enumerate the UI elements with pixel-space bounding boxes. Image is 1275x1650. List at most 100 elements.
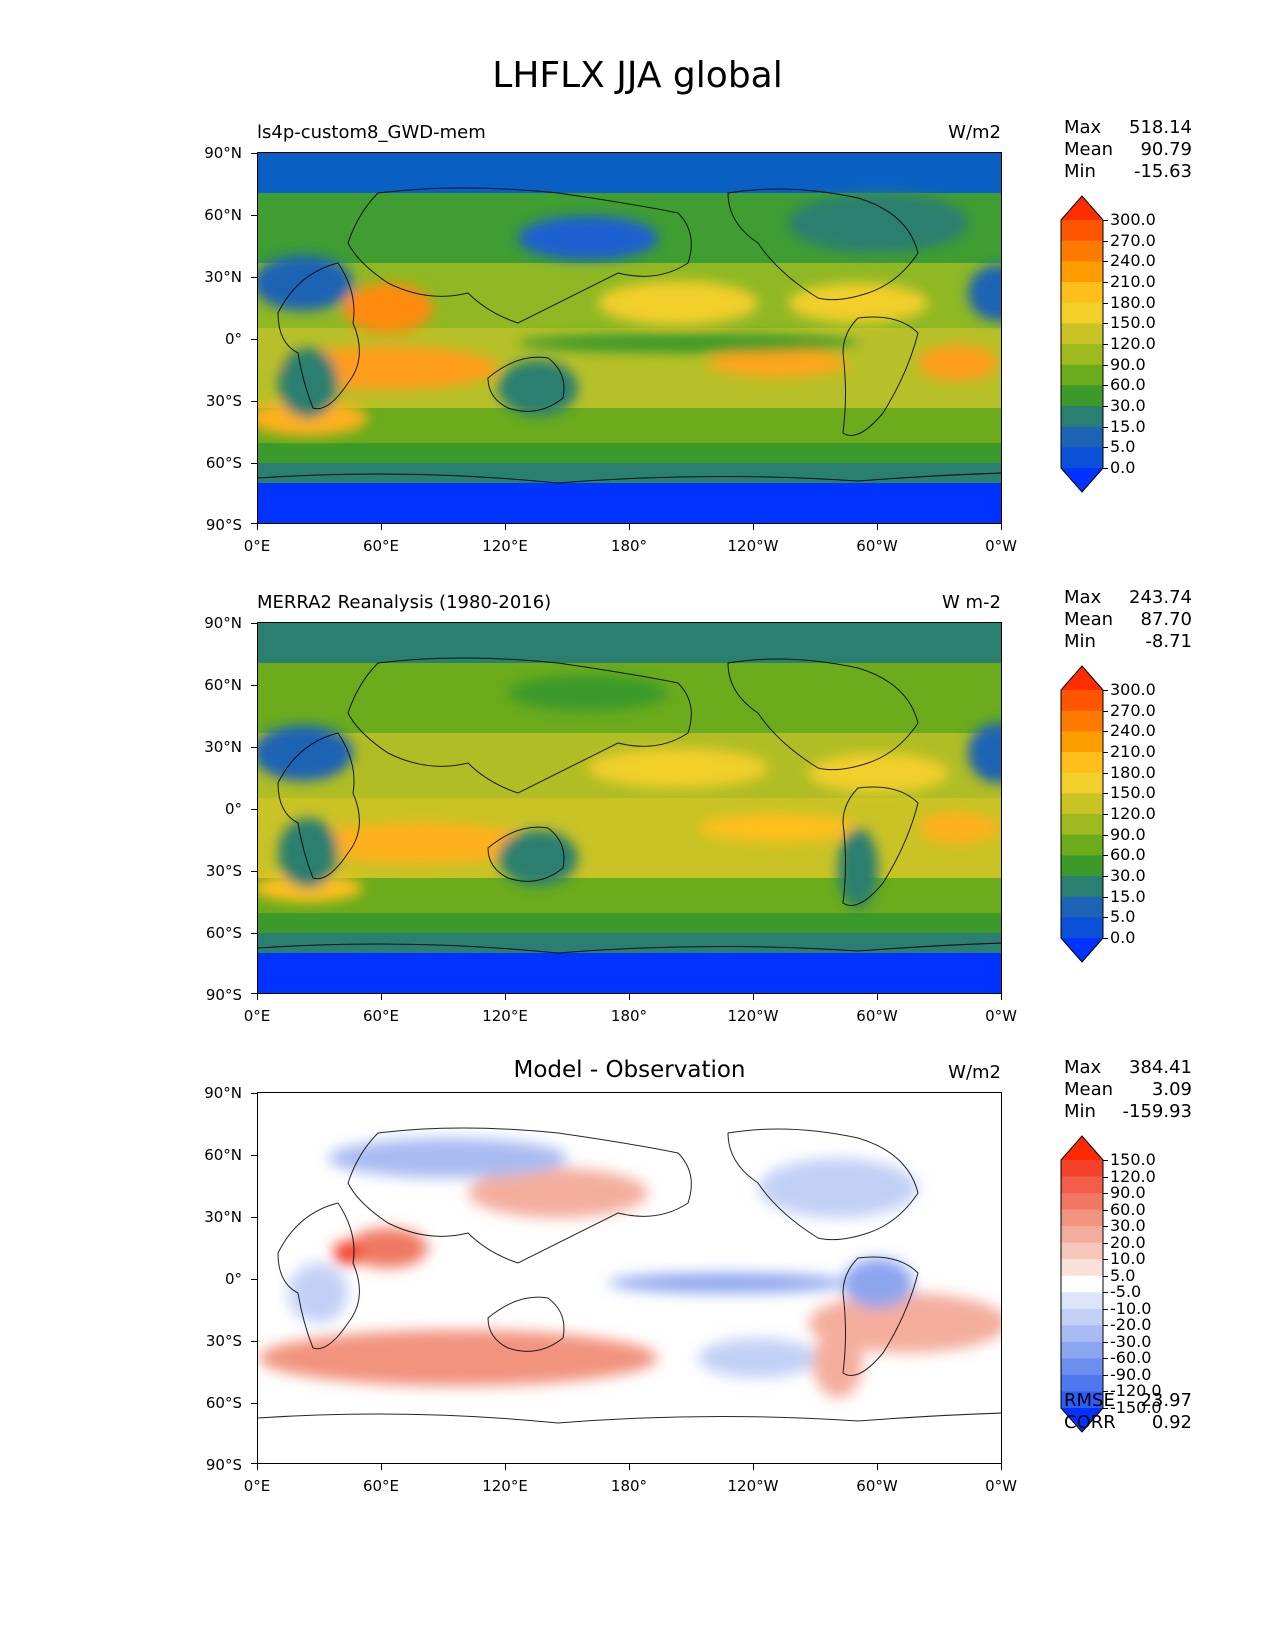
panel-difference: Model - Observation W/m2 <box>0 940 1275 1495</box>
colorbar-tick <box>1103 896 1108 898</box>
colorbar-tick <box>1103 834 1108 836</box>
colorbar-label: 120.0 <box>1110 1166 1156 1186</box>
colorbar-label: 15.0 <box>1110 416 1146 436</box>
lat-label: 90°S <box>205 1456 242 1474</box>
colorbar-label: -120.0 <box>1110 1381 1162 1401</box>
colorbar-tick <box>1103 876 1108 877</box>
lat-label: 60°N <box>204 206 242 224</box>
colorbar-tick <box>1103 731 1108 733</box>
lat-label: 60°S <box>205 454 242 472</box>
colorbar-graphic <box>1060 195 1104 493</box>
lon-label: 60°E <box>362 537 400 555</box>
stat-label: Min <box>1064 631 1096 652</box>
colorbar-label: 5.0 <box>1110 1265 1136 1285</box>
panel-title: MERRA2 Reanalysis (1980-2016) <box>257 592 552 613</box>
lat-label: 90°S <box>205 516 242 534</box>
lon-label: 120°W <box>727 537 779 555</box>
map-model[interactable] <box>257 152 1002 524</box>
map-observation[interactable] <box>257 622 1002 994</box>
colorbar-label: 10.0 <box>1110 1249 1146 1269</box>
colorbar-label: 150.0 <box>1110 783 1156 803</box>
colorbar-segment <box>1061 385 1103 407</box>
stat-value: -8.71 <box>1145 631 1192 652</box>
panel-observation: MERRA2 Reanalysis (1980-2016) W m-2 <box>0 470 1275 1025</box>
colorbar-segment <box>1061 240 1103 262</box>
lat-label: 60°S <box>205 1394 242 1412</box>
colorbar-label: -90.0 <box>1110 1364 1152 1384</box>
colorbar-tick <box>1103 1193 1108 1195</box>
stat-label: Min <box>1064 161 1096 182</box>
stat-label: Max <box>1064 1057 1102 1078</box>
colorbar-label: 150.0 <box>1110 313 1156 333</box>
colorbar-tick <box>1103 1275 1108 1277</box>
colorbar-label: -5.0 <box>1110 1282 1142 1302</box>
colorbar-label: 15.0 <box>1110 886 1146 906</box>
lon-label: 0°W <box>985 1477 1017 1495</box>
colorbar-segment <box>1061 261 1103 283</box>
colorbar-label: 300.0 <box>1110 210 1156 229</box>
colorbar-tick <box>1103 282 1108 283</box>
colorbar-tick <box>1103 344 1108 345</box>
colorbar-tick <box>1103 364 1108 366</box>
lat-label: 60°S <box>205 924 242 942</box>
colorbar-label: 120.0 <box>1110 334 1156 353</box>
lat-label: 0° <box>224 1270 242 1288</box>
colorbar-segment <box>1061 1176 1103 1194</box>
stat-label: Max <box>1064 587 1102 608</box>
stat-label: Max <box>1064 117 1102 138</box>
lat-label: 30°S <box>205 862 242 880</box>
colorbar-label: -10.0 <box>1110 1298 1152 1318</box>
lat-label: 90°S <box>205 986 242 1004</box>
lon-label: 180° <box>610 1007 648 1025</box>
colorbar-label: 30.0 <box>1110 1216 1146 1236</box>
colorbar-tick <box>1103 1408 1108 1409</box>
colorbar-segment <box>1061 406 1103 428</box>
colorbar-label: -150.0 <box>1110 1398 1162 1417</box>
colorbar-label: 0.0 <box>1110 928 1136 947</box>
colorbar-tick <box>1103 323 1108 325</box>
lon-label: 0°W <box>985 1007 1017 1025</box>
colorbar-tick <box>1103 426 1108 428</box>
stats-box: Max 243.74 Mean 87.70 Min -8.71 <box>1064 587 1192 653</box>
lon-label: 120°E <box>482 537 528 555</box>
colorbar-extend-min <box>1061 938 1103 962</box>
panel-model: ls4p-custom8_GWD-mem W/m2 <box>0 0 1275 555</box>
stat-value: 90.79 <box>1140 139 1192 160</box>
colorbar-label: 240.0 <box>1110 721 1156 741</box>
colorbar-label: 20.0 <box>1110 1232 1146 1252</box>
colorbar-tick <box>1103 220 1108 221</box>
colorbar-segment <box>1061 752 1103 774</box>
lat-label: 60°N <box>204 1146 242 1164</box>
coastlines <box>258 1127 1001 1424</box>
lat-label: 30°N <box>204 268 242 286</box>
lat-label: 90°N <box>204 144 242 162</box>
colorbar-segment <box>1061 1193 1103 1211</box>
colorbar-label: -20.0 <box>1110 1315 1152 1335</box>
colorbar-extend-min <box>1061 468 1103 492</box>
lon-label: 180° <box>610 537 648 555</box>
lat-label: 60°N <box>204 676 242 694</box>
colorbar-label: 240.0 <box>1110 251 1156 271</box>
colorbar-segment <box>1061 690 1103 712</box>
stat-label: Min <box>1064 1101 1096 1122</box>
lon-label: 120°W <box>727 1477 779 1495</box>
colorbar-segment <box>1061 1275 1103 1293</box>
colorbar-label: 270.0 <box>1110 700 1156 720</box>
colorbar-tick <box>1103 710 1108 712</box>
colorbar-tick <box>1103 917 1108 919</box>
colorbar-segment <box>1061 1308 1103 1326</box>
lat-label: 30°N <box>204 738 242 756</box>
lon-label: 60°W <box>856 537 898 555</box>
colorbar-segment <box>1061 834 1103 856</box>
lat-label: 0° <box>224 330 242 348</box>
lat-label: 0° <box>224 800 242 818</box>
colorbar-label: 90.0 <box>1110 354 1146 374</box>
colorbar-label: 60.0 <box>1110 845 1146 865</box>
map-difference[interactable] <box>257 1092 1002 1464</box>
coastlines <box>258 187 1001 484</box>
colorbar-segment <box>1061 426 1103 448</box>
colorbar-segment <box>1061 302 1103 324</box>
colorbar-segment <box>1061 917 1103 939</box>
units-label: W/m2 <box>948 122 1001 143</box>
colorbar-tick <box>1103 1259 1108 1261</box>
